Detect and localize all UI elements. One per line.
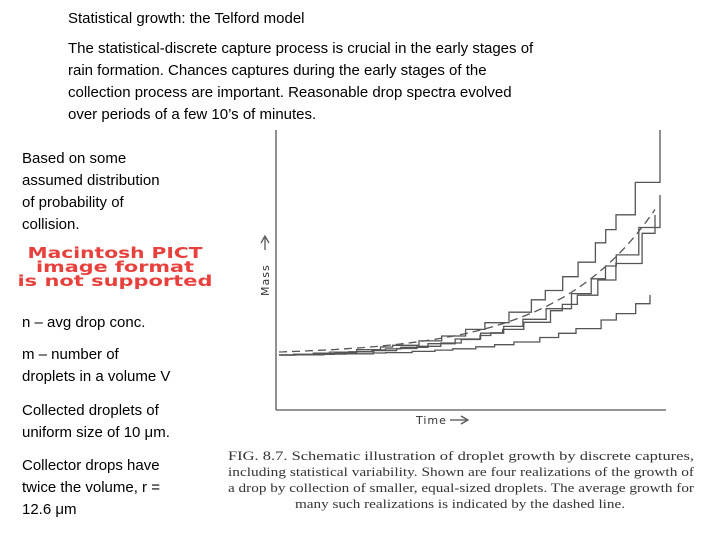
- intro-line: over periods of a few 10’s of minutes.: [68, 106, 316, 123]
- intro-line: collection process are important. Reason…: [68, 84, 512, 101]
- slide-title: Statistical growth: the Telford model: [68, 10, 305, 27]
- figure: [260, 130, 666, 425]
- note-line: twice the volume, r =: [22, 479, 160, 496]
- growth-curve: [279, 295, 651, 356]
- note-line: 12.6 μm: [22, 501, 77, 518]
- note-line: Based on some: [22, 150, 126, 167]
- growth-curve: [279, 215, 656, 356]
- caption-line: including statistical variability. Shown…: [228, 464, 695, 479]
- note-line: droplets in a volume V: [22, 368, 170, 385]
- note-line: assumed distribution: [22, 172, 160, 189]
- growth-curve: [279, 195, 661, 356]
- note-line: uniform size of 10 μm.: [22, 424, 170, 441]
- x-axis-label: Time: [415, 414, 447, 427]
- note-line: collision.: [22, 216, 80, 233]
- arrow: [460, 415, 470, 425]
- note-line: m – number of: [22, 346, 120, 363]
- pict-warning: image format: [36, 258, 194, 276]
- intro-line: rain formation. Chances captures during …: [68, 62, 487, 79]
- y-axis-label: Mass: [259, 264, 272, 296]
- caption-line: FIG. 8.7. Schematic illustration of drop…: [228, 448, 694, 463]
- caption-line: many such realizations is indicated by t…: [295, 496, 625, 511]
- note-line: Collector drops have: [22, 457, 160, 474]
- pict-warning: is not supported: [18, 272, 213, 290]
- arrow: [260, 234, 270, 244]
- growth-curve: [279, 130, 661, 356]
- average-curve: [278, 209, 656, 353]
- note-line: n – avg drop conc.: [22, 314, 145, 331]
- caption-line: a drop by collection of smaller, equal-s…: [228, 480, 695, 495]
- note-line: Collected droplets of: [22, 402, 160, 419]
- note-line: of probability of: [22, 194, 125, 211]
- intro-line: The statistical-discrete capture process…: [68, 40, 534, 57]
- pict-warning: Macintosh PICT: [28, 244, 204, 262]
